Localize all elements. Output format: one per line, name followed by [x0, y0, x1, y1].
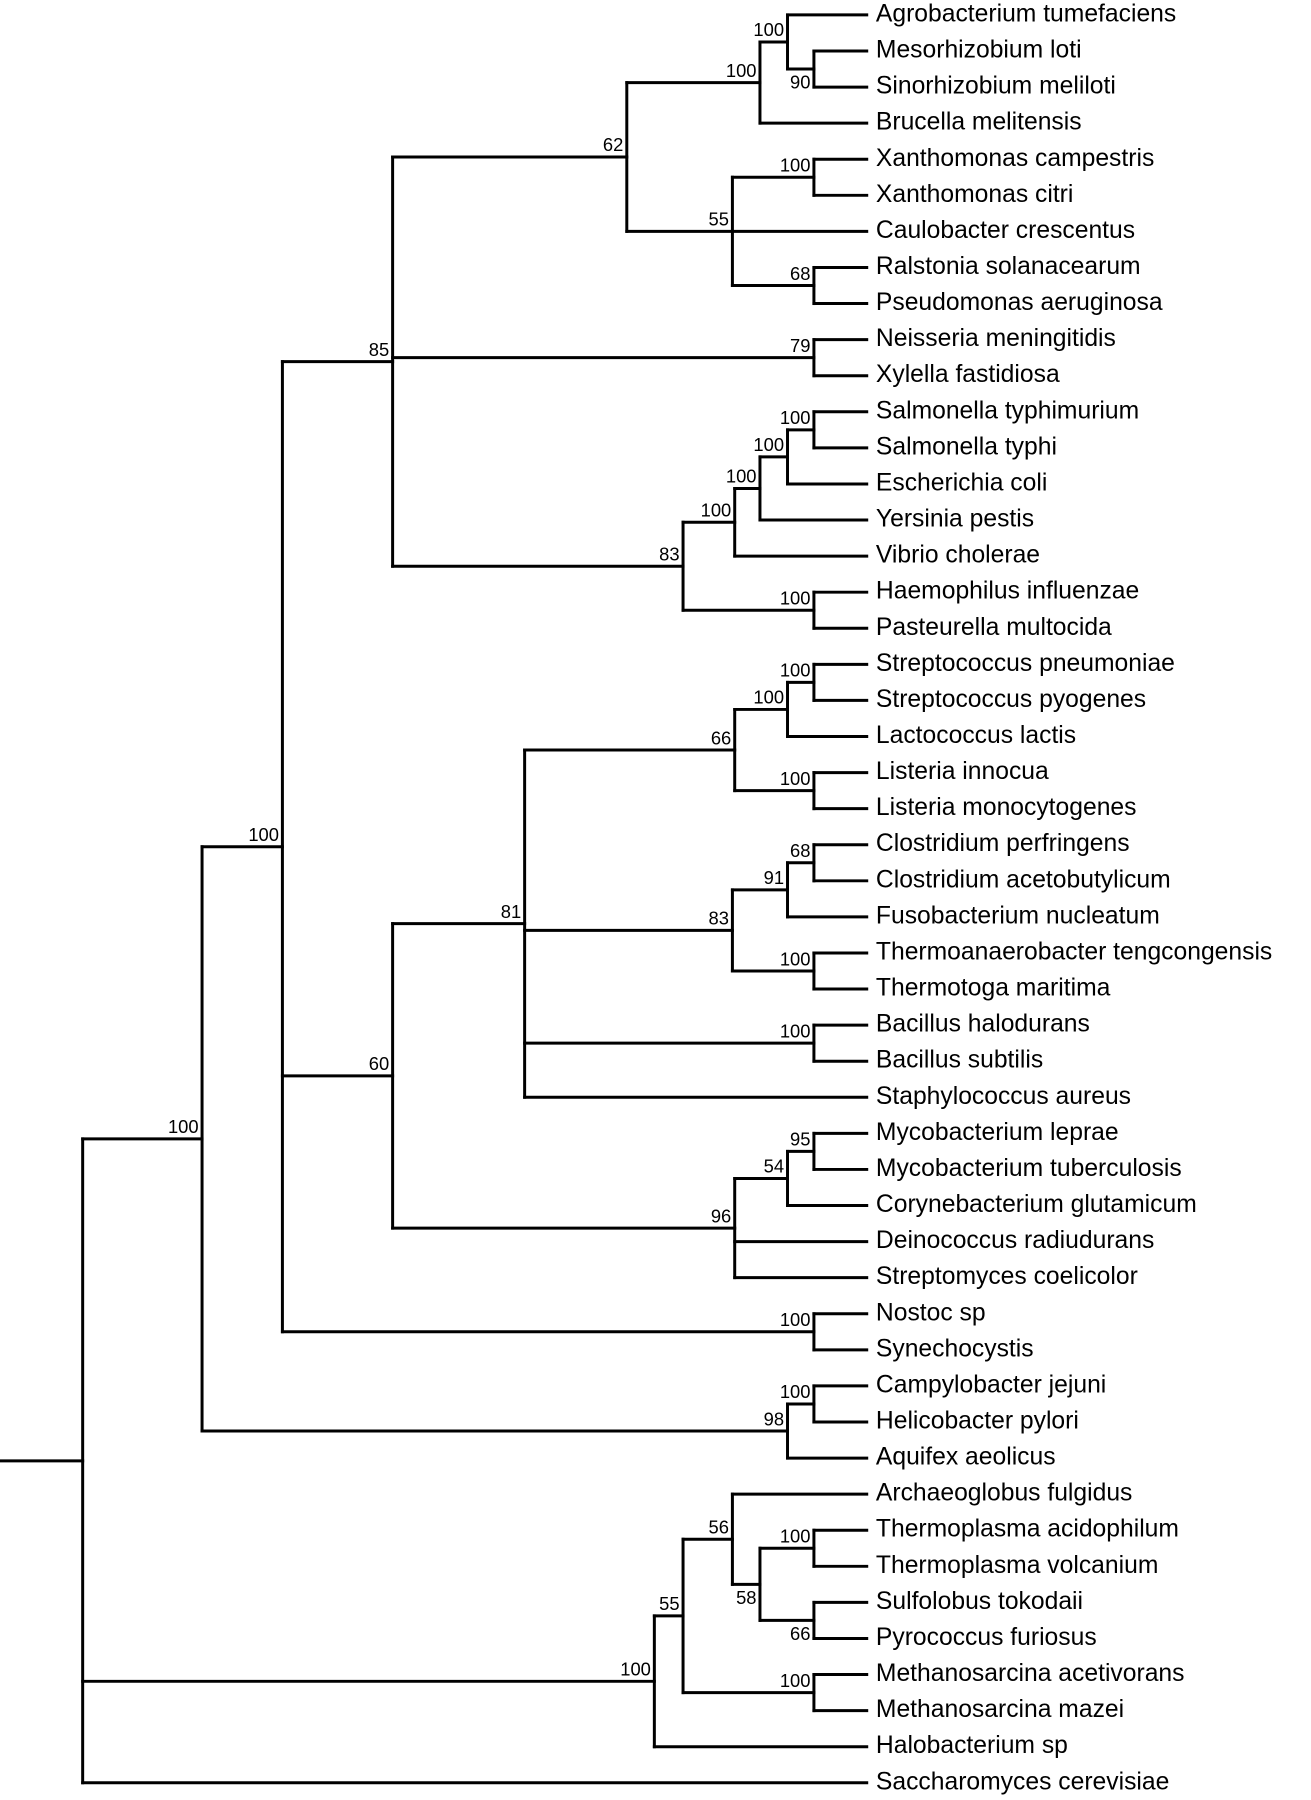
support-value: 100 — [726, 466, 757, 487]
support-value: 96 — [711, 1205, 731, 1226]
taxon-label: Helicobacter pylori — [876, 1408, 1079, 1435]
taxon-label: Mesorhizobium loti — [876, 37, 1082, 64]
taxon-label: Salmonella typhimurium — [876, 397, 1139, 424]
taxon-label: Thermoplasma acidophilum — [876, 1516, 1179, 1543]
taxon-label: Pyrococcus furiosus — [876, 1624, 1097, 1651]
taxon-label: Neisseria meningitidis — [876, 325, 1116, 352]
taxon-label: Streptococcus pyogenes — [876, 686, 1146, 713]
taxon-label: Listeria monocytogenes — [876, 794, 1137, 821]
taxon-label: Saccharomyces cerevisiae — [876, 1768, 1169, 1795]
taxon-label: Aquifex aeolicus — [876, 1444, 1056, 1471]
support-value: 100 — [780, 660, 811, 681]
support-value: 100 — [248, 824, 279, 845]
support-value: 60 — [369, 1053, 389, 1074]
support-value: 55 — [659, 1593, 679, 1614]
taxon-label: Bacillus halodurans — [876, 1011, 1090, 1038]
support-value: 62 — [603, 134, 623, 155]
support-value: 100 — [780, 155, 811, 176]
support-value: 66 — [790, 1623, 810, 1644]
support-value: 90 — [790, 72, 810, 93]
support-value: 91 — [764, 867, 784, 888]
support-value: 68 — [790, 840, 810, 861]
support-value: 100 — [780, 407, 811, 428]
support-value: 66 — [711, 727, 731, 748]
support-value: 58 — [736, 1587, 756, 1608]
support-value: 85 — [369, 339, 389, 360]
taxon-label: Salmonella typhi — [876, 433, 1057, 460]
taxon-label: Streptococcus pneumoniae — [876, 650, 1175, 677]
taxon-label: Archaeoglobus fulgidus — [876, 1480, 1132, 1507]
support-value: 100 — [753, 434, 784, 455]
taxon-label: Methanosarcina mazei — [876, 1696, 1124, 1723]
taxon-label: Agrobacterium tumefaciens — [876, 0, 1176, 27]
taxon-label: Clostridium acetobutylicum — [876, 866, 1171, 893]
taxon-label: Xylella fastidiosa — [876, 361, 1060, 388]
support-value: 68 — [790, 263, 810, 284]
taxon-label: Vibrio cholerae — [876, 542, 1040, 569]
support-value: 100 — [780, 948, 811, 969]
support-value: 100 — [780, 587, 811, 608]
taxon-label: Ralstonia solanacearum — [876, 253, 1141, 280]
taxon-label: Escherichia coli — [876, 469, 1047, 496]
support-value: 55 — [709, 209, 729, 230]
support-value: 100 — [780, 1309, 811, 1330]
taxon-label: Pseudomonas aeruginosa — [876, 289, 1163, 316]
taxon-label: Campylobacter jejuni — [876, 1371, 1106, 1398]
taxon-label: Listeria innocua — [876, 758, 1049, 785]
support-value: 79 — [790, 335, 810, 356]
taxon-label: Thermoplasma volcanium — [876, 1552, 1158, 1579]
taxon-label: Caulobacter crescentus — [876, 217, 1135, 244]
support-value: 100 — [726, 60, 757, 81]
taxon-label: Corynebacterium glutamicum — [876, 1191, 1197, 1218]
taxon-label: Synechocystis — [876, 1335, 1034, 1362]
taxon-label: Lactococcus lactis — [876, 722, 1076, 749]
taxon-label: Thermoanaerobacter tengcongensis — [876, 938, 1272, 965]
taxon-label: Streptomyces coelicolor — [876, 1263, 1138, 1290]
taxon-label: Xanthomonas citri — [876, 181, 1073, 208]
taxon-label: Pasteurella multocida — [876, 614, 1112, 641]
support-value: 100 — [620, 1659, 651, 1680]
support-value: 100 — [780, 1670, 811, 1691]
taxon-label: Sinorhizobium meliloti — [876, 73, 1116, 100]
support-value: 100 — [780, 768, 811, 789]
support-value: 83 — [659, 544, 679, 565]
support-value: 100 — [753, 19, 784, 40]
support-value: 100 — [780, 1020, 811, 1041]
taxon-label: Mycobacterium tuberculosis — [876, 1155, 1182, 1182]
taxon-label: Fusobacterium nucleatum — [876, 902, 1160, 929]
taxon-label: Sulfolobus tokodaii — [876, 1588, 1083, 1615]
taxon-label: Brucella melitensis — [876, 109, 1082, 136]
taxon-label: Thermotoga maritima — [876, 975, 1111, 1002]
support-value: 100 — [780, 1526, 811, 1547]
support-value: 100 — [168, 1116, 199, 1137]
support-value: 81 — [501, 901, 521, 922]
support-value: 56 — [709, 1517, 729, 1538]
taxon-label: Methanosarcina acetivorans — [876, 1660, 1185, 1687]
taxon-label: Xanthomonas campestris — [876, 145, 1154, 172]
taxon-label: Deinococcus radiudurans — [876, 1227, 1154, 1254]
taxon-label: Staphylococcus aureus — [876, 1083, 1131, 1110]
taxon-label: Haemophilus influenzae — [876, 578, 1139, 605]
support-value: 100 — [753, 687, 784, 708]
support-value: 98 — [764, 1408, 784, 1429]
support-value: 54 — [764, 1156, 784, 1177]
taxon-label: Mycobacterium leprae — [876, 1119, 1119, 1146]
taxon-label: Yersinia pestis — [876, 506, 1034, 533]
support-value: 100 — [701, 500, 732, 521]
support-value: 95 — [790, 1129, 810, 1150]
taxon-label: Bacillus subtilis — [876, 1047, 1043, 1074]
support-value: 83 — [709, 908, 729, 929]
taxon-label: Nostoc sp — [876, 1299, 986, 1326]
taxon-label: Clostridium perfringens — [876, 830, 1130, 857]
support-value: 100 — [780, 1381, 811, 1402]
taxon-label: Halobacterium sp — [876, 1732, 1068, 1759]
